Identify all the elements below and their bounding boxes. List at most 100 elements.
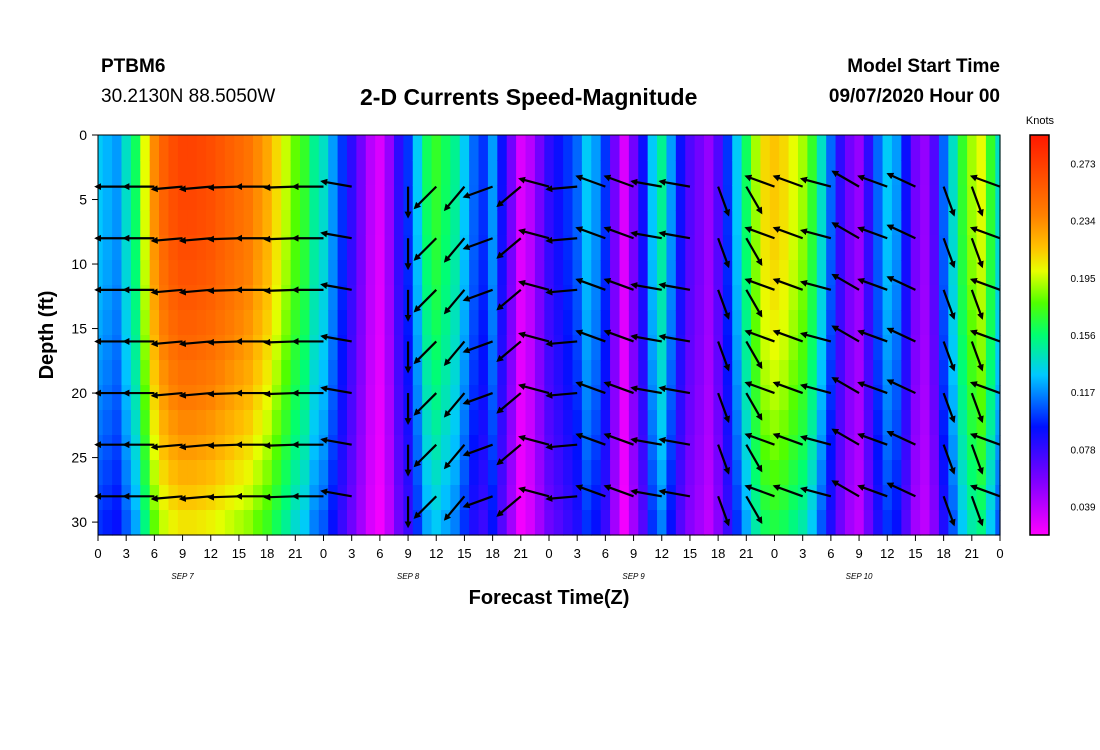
heat-cell — [844, 385, 855, 411]
heat-cell — [628, 410, 639, 436]
heat-cell — [873, 460, 884, 486]
current-vector — [969, 381, 1001, 395]
heat-cell — [431, 435, 442, 461]
heat-cell — [844, 235, 855, 261]
heat-cell — [948, 335, 959, 361]
heat-cell — [591, 185, 602, 211]
heat-cell — [995, 285, 1001, 311]
x-tick-label: 9 — [404, 546, 411, 561]
heat-cell — [666, 335, 677, 361]
heat-cell — [760, 235, 771, 261]
heat-cell — [647, 210, 658, 236]
heat-cell — [760, 260, 771, 286]
heat-cell — [816, 385, 827, 411]
heat-cell — [356, 410, 367, 436]
heat-cell — [506, 160, 517, 186]
heat-cell — [816, 485, 827, 511]
heat-cell — [149, 160, 160, 186]
heat-cell — [967, 410, 978, 436]
heat-cell — [976, 135, 987, 161]
heat-cell — [431, 385, 442, 411]
current-vector — [744, 432, 775, 446]
heat-cell — [657, 135, 668, 161]
heat-cell — [187, 260, 198, 286]
heat-cell — [271, 460, 282, 486]
heat-cell — [610, 185, 621, 211]
heat-cell — [835, 360, 846, 386]
heat-cell — [337, 235, 348, 261]
heat-cell — [440, 385, 451, 411]
heat-cell — [882, 335, 893, 361]
current-vector — [178, 288, 211, 296]
heat-cell — [797, 210, 808, 236]
heat-cell — [450, 135, 461, 161]
heat-cell — [675, 260, 686, 286]
heat-cell — [910, 410, 921, 436]
heat-cell — [243, 435, 254, 461]
heat-cell — [628, 435, 639, 461]
heat-cell — [816, 185, 827, 211]
heat-cell — [995, 235, 1001, 261]
heat-cell — [459, 360, 470, 386]
heat-cell — [957, 410, 968, 436]
heat-cell — [563, 235, 574, 261]
heat-cell — [901, 360, 912, 386]
heat-cell — [957, 235, 968, 261]
heat-cell — [140, 285, 151, 311]
heat-cell — [478, 310, 489, 336]
heat-cell — [459, 435, 470, 461]
heat-cell — [657, 185, 668, 211]
heat-cell — [149, 460, 160, 486]
heat-cell — [281, 510, 292, 536]
current-vector — [413, 340, 438, 365]
heat-cell — [365, 135, 376, 161]
heat-cell — [375, 435, 386, 461]
heat-cell — [262, 285, 273, 311]
heat-cell — [196, 235, 207, 261]
heat-cell — [422, 310, 433, 336]
current-vector — [744, 329, 775, 343]
heat-cell — [694, 210, 705, 236]
heat-cell — [628, 360, 639, 386]
heat-cell — [985, 160, 996, 186]
heat-cell — [628, 310, 639, 336]
heat-cell — [553, 510, 564, 536]
heat-cell — [826, 285, 837, 311]
current-vector — [831, 222, 860, 240]
heat-cell — [572, 160, 583, 186]
current-vector — [857, 174, 888, 188]
heat-cell — [102, 210, 113, 236]
heat-cell — [769, 460, 780, 486]
heat-cell — [628, 260, 639, 286]
heat-cell — [346, 360, 357, 386]
heat-cell — [685, 160, 696, 186]
x-tick-label: 21 — [965, 546, 979, 561]
heat-cell — [140, 385, 151, 411]
heat-cell — [290, 235, 301, 261]
heat-cell — [412, 285, 423, 311]
heat-cell — [149, 360, 160, 386]
heat-cell — [497, 285, 508, 311]
heat-cell — [685, 135, 696, 161]
heat-cell — [807, 160, 818, 186]
heat-cell — [816, 335, 827, 361]
heat-cell — [638, 485, 649, 511]
heat-cell — [177, 160, 188, 186]
heat-cell — [159, 160, 170, 186]
heat-cell — [675, 160, 686, 186]
heat-cell — [619, 360, 630, 386]
heat-cell — [130, 135, 141, 161]
current-vector — [799, 434, 832, 446]
heat-cell — [384, 210, 395, 236]
heat-cell — [732, 310, 743, 336]
heat-cell — [412, 260, 423, 286]
heat-cell — [563, 260, 574, 286]
heat-cell — [572, 285, 583, 311]
heat-cell — [553, 310, 564, 336]
heat-cell — [300, 235, 311, 261]
current-vector — [545, 236, 578, 244]
current-vector — [717, 186, 730, 217]
heat-cell — [487, 435, 498, 461]
heat-cell — [337, 210, 348, 236]
heat-cell — [685, 460, 696, 486]
